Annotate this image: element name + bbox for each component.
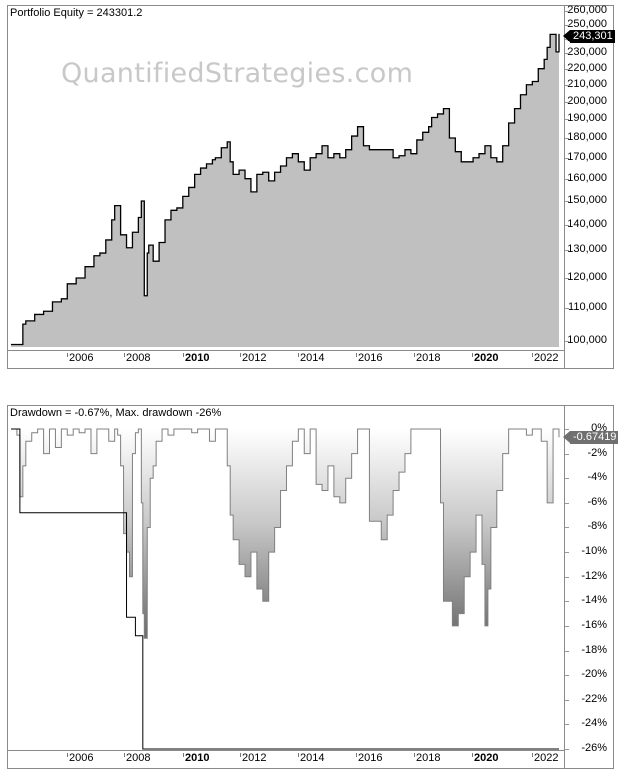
y-tick-label: -10% <box>581 545 607 558</box>
y-tick-label: -16% <box>581 618 607 631</box>
x-tick-label: 2010 <box>182 352 210 364</box>
y-tick-mark <box>565 53 569 55</box>
y-tick-label: 160,000 <box>567 171 607 184</box>
y-tick-mark <box>565 137 569 139</box>
y-tick-mark <box>565 68 569 70</box>
watermark: QuantifiedStrategies.com <box>61 58 414 89</box>
y-tick-label: -24% <box>581 717 607 730</box>
x-tick-label: 2014 <box>297 752 325 764</box>
y-tick-label: 140,000 <box>567 217 607 230</box>
y-tick-mark <box>565 429 569 430</box>
y-tick-mark <box>565 24 569 26</box>
x-tick-label: 2020 <box>471 752 499 764</box>
equity-plot-area <box>11 33 560 348</box>
y-tick-label: 200,000 <box>567 94 607 107</box>
y-tick-label: -4% <box>587 471 607 484</box>
equity-last-value-marker: 243,301 <box>563 30 615 43</box>
drawdown-area <box>11 429 559 639</box>
y-tick-mark <box>565 101 569 103</box>
y-tick-mark <box>565 278 569 280</box>
y-tick-mark <box>565 453 569 455</box>
x-tick-label: 2008 <box>123 352 151 364</box>
y-tick-label: 120,000 <box>567 271 607 284</box>
y-tick-mark <box>565 119 569 121</box>
y-tick-label: 190,000 <box>567 112 607 125</box>
x-tick-label: 2006 <box>66 352 94 364</box>
y-tick-label: -20% <box>581 668 607 681</box>
x-tick-label: 2022 <box>531 752 559 764</box>
drawdown-line <box>11 428 560 639</box>
y-tick-label: 220,000 <box>567 61 607 74</box>
x-tick-label: 2010 <box>182 752 210 764</box>
x-tick-label: 2018 <box>413 352 441 364</box>
drawdown-plot-area <box>11 428 560 750</box>
y-tick-mark <box>565 341 569 342</box>
y-tick-label: -8% <box>587 520 607 533</box>
equity-chart-panel: Portfolio Equity = 243301.2 QuantifiedSt… <box>7 4 615 369</box>
drawdown-chart-title: Drawdown = -0.67%, Max. drawdown -26% <box>10 407 222 419</box>
y-tick-label: 100,000 <box>567 334 607 346</box>
y-tick-label: 210,000 <box>567 77 607 90</box>
y-tick-mark <box>565 699 569 701</box>
y-tick-mark <box>565 650 569 652</box>
y-tick-mark <box>565 224 569 226</box>
y-tick-mark <box>565 178 569 180</box>
x-tick-label: 2012 <box>239 752 267 764</box>
y-tick-mark <box>565 250 569 252</box>
max-drawdown-line <box>11 428 559 750</box>
y-tick-mark <box>565 552 569 554</box>
y-tick-mark <box>565 749 569 750</box>
y-tick-mark <box>565 724 569 726</box>
x-tick-label: 2016 <box>355 752 383 764</box>
x-axis-divider <box>8 350 564 351</box>
x-tick-label: 2014 <box>297 352 325 364</box>
y-tick-label: 260,000 <box>567 4 607 16</box>
y-tick-label: 170,000 <box>567 150 607 163</box>
y-tick-label: 130,000 <box>567 243 607 256</box>
y-tick-label: -18% <box>581 643 607 656</box>
y-axis-divider <box>564 406 565 768</box>
x-tick-label: 2006 <box>66 752 94 764</box>
y-tick-label: -26% <box>581 742 607 754</box>
equity-area <box>11 33 559 348</box>
x-axis-divider <box>8 750 564 751</box>
x-tick-label: 2022 <box>531 352 559 364</box>
y-tick-mark <box>565 308 569 310</box>
x-tick-label: 2016 <box>355 352 383 364</box>
y-tick-mark <box>565 502 569 504</box>
y-tick-mark <box>565 478 569 480</box>
y-tick-label: -6% <box>587 495 607 508</box>
y-tick-label: -2% <box>587 446 607 459</box>
y-tick-label: -14% <box>581 594 607 607</box>
y-tick-mark <box>565 84 569 86</box>
y-tick-label: 110,000 <box>568 301 607 314</box>
y-tick-label: 150,000 <box>567 193 607 206</box>
y-tick-mark <box>565 157 569 159</box>
y-tick-mark <box>565 200 569 202</box>
y-tick-mark <box>565 11 569 12</box>
drawdown-chart-panel: Drawdown = -0.67%, Max. drawdown -26% 0%… <box>7 405 619 769</box>
equity-chart-title: Portfolio Equity = 243301.2 <box>10 7 143 19</box>
y-tick-label: -12% <box>581 569 607 582</box>
y-tick-label: 250,000 <box>567 17 607 30</box>
y-tick-mark <box>565 527 569 529</box>
y-tick-mark <box>565 601 569 603</box>
x-tick-label: 2020 <box>471 352 499 364</box>
y-tick-label: -22% <box>581 692 607 705</box>
y-tick-mark <box>565 625 569 627</box>
y-tick-mark <box>565 675 569 677</box>
y-tick-mark <box>565 576 569 578</box>
x-tick-label: 2018 <box>413 752 441 764</box>
y-axis-divider <box>564 6 565 368</box>
equity-line <box>11 33 560 346</box>
drawdown-last-value-marker: -0.67419 <box>562 431 619 444</box>
x-tick-label: 2012 <box>239 352 267 364</box>
y-tick-label: 180,000 <box>567 130 607 143</box>
y-tick-label: 230,000 <box>567 46 607 59</box>
x-tick-label: 2008 <box>123 752 151 764</box>
